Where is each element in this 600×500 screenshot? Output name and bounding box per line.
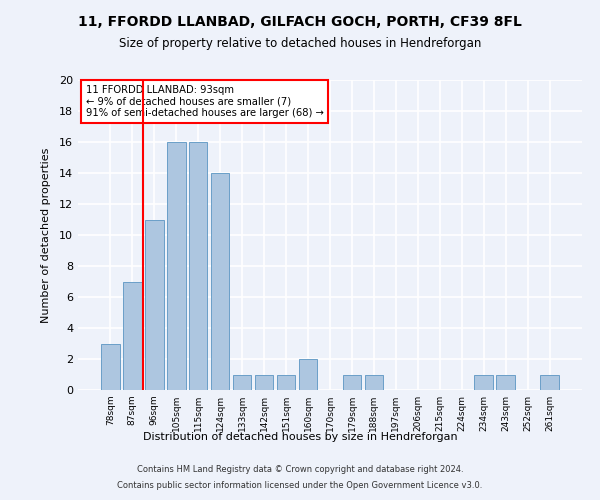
Bar xyxy=(496,374,515,390)
Text: Contains public sector information licensed under the Open Government Licence v3: Contains public sector information licen… xyxy=(118,480,482,490)
Bar xyxy=(475,374,493,390)
Bar xyxy=(101,344,119,390)
Text: Size of property relative to detached houses in Hendreforgan: Size of property relative to detached ho… xyxy=(119,38,481,51)
Bar xyxy=(189,142,208,390)
Text: Contains HM Land Registry data © Crown copyright and database right 2024.: Contains HM Land Registry data © Crown c… xyxy=(137,466,463,474)
Y-axis label: Number of detached properties: Number of detached properties xyxy=(41,148,50,322)
Bar xyxy=(343,374,361,390)
Text: 11, FFORDD LLANBAD, GILFACH GOCH, PORTH, CF39 8FL: 11, FFORDD LLANBAD, GILFACH GOCH, PORTH,… xyxy=(78,15,522,29)
Text: Distribution of detached houses by size in Hendreforgan: Distribution of detached houses by size … xyxy=(143,432,457,442)
Bar xyxy=(167,142,185,390)
Bar xyxy=(541,374,559,390)
Bar xyxy=(277,374,295,390)
Text: 11 FFORDD LLANBAD: 93sqm
← 9% of detached houses are smaller (7)
91% of semi-det: 11 FFORDD LLANBAD: 93sqm ← 9% of detache… xyxy=(86,84,323,118)
Bar xyxy=(299,359,317,390)
Bar xyxy=(255,374,274,390)
Bar xyxy=(145,220,164,390)
Bar xyxy=(211,173,229,390)
Bar xyxy=(365,374,383,390)
Bar xyxy=(123,282,142,390)
Bar xyxy=(233,374,251,390)
